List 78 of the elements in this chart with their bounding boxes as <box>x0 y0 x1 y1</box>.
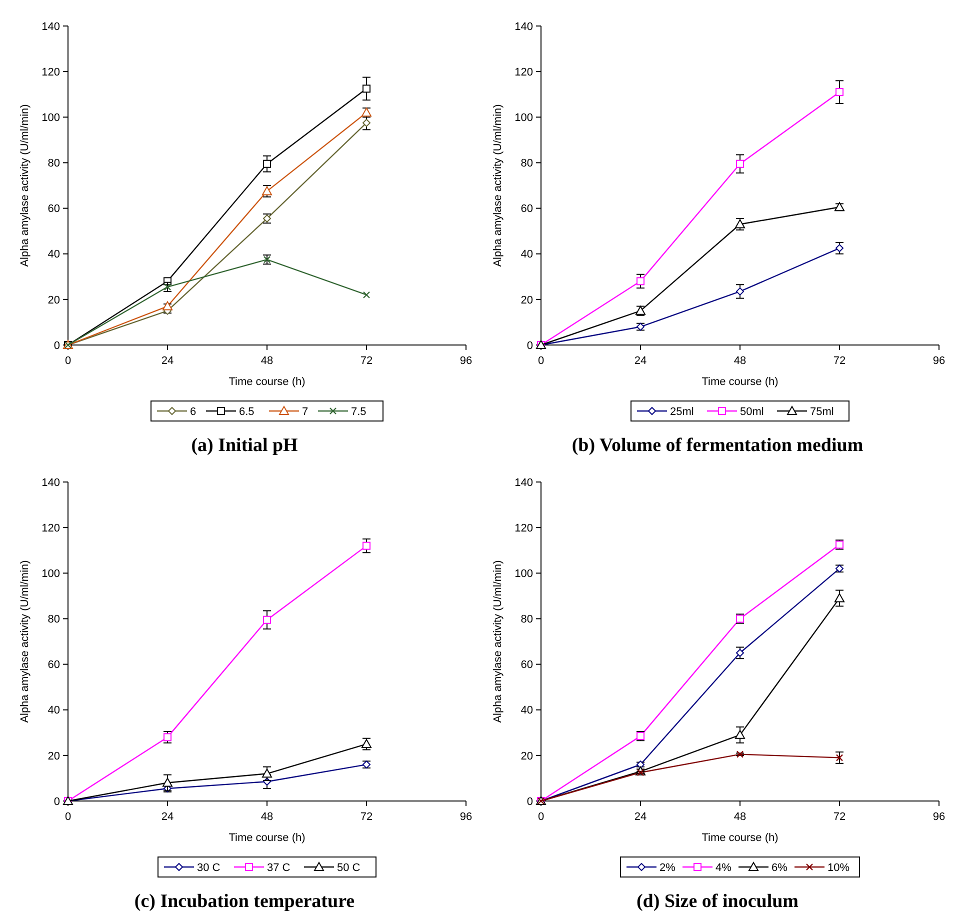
y-tick-label: 20 <box>48 750 60 762</box>
legend-label: 6.5 <box>239 406 254 418</box>
x-tick-label: 0 <box>64 811 72 823</box>
y-tick-label: 80 <box>520 158 533 170</box>
y-tick-label: 20 <box>520 750 533 762</box>
x-tick-label: 0 <box>538 355 544 367</box>
x-axis-title: Time course (h) <box>228 376 306 388</box>
legend-label: 2% <box>660 862 676 874</box>
legend-label: 50ml <box>740 406 764 418</box>
x-axis-title: Time course (h) <box>702 376 778 388</box>
legend-label: 7 <box>302 406 308 418</box>
x-tick-label: 24 <box>634 355 647 367</box>
y-tick-label: 120 <box>514 66 533 78</box>
y-tick-label: 40 <box>48 704 60 717</box>
y-tick-label: 40 <box>520 248 533 261</box>
legend-label: 75ml <box>810 406 834 418</box>
y-tick-label: 120 <box>42 522 60 534</box>
x-axis-title: Time course (h) <box>228 832 306 844</box>
y-axis-title: Alpha amylase activity (U/ml/min) <box>19 104 31 267</box>
y-tick-label: 0 <box>526 796 533 808</box>
x-tick-label: 24 <box>634 811 647 823</box>
y-tick-label: 100 <box>514 568 533 580</box>
x-tick-label: 72 <box>360 811 373 823</box>
y-tick-label: 100 <box>514 112 533 124</box>
y-tick-label: 100 <box>42 568 60 580</box>
x-tick-label: 48 <box>260 811 274 823</box>
y-tick-label: 40 <box>48 248 60 261</box>
y-tick-label: 0 <box>526 340 533 352</box>
x-tick-label: 96 <box>932 355 946 367</box>
y-tick-label: 0 <box>54 340 60 352</box>
y-tick-label: 20 <box>520 294 533 306</box>
x-tick-label: 48 <box>734 811 746 823</box>
y-tick-label: 0 <box>54 796 60 808</box>
text: (a) Initial pH <box>191 435 298 456</box>
x-tick-label: 0 <box>538 811 544 823</box>
legend-label: 7.5 <box>351 406 366 418</box>
y-tick-label: 20 <box>48 294 60 306</box>
legend-label: 25ml <box>670 406 694 418</box>
legend-label: 10% <box>828 862 850 874</box>
legend-label: 37 C <box>267 862 290 874</box>
y-tick-label: 140 <box>42 20 60 33</box>
text: (d) Size of inoculum <box>636 891 799 911</box>
x-tick-label: 72 <box>833 355 846 367</box>
x-axis-title: Time course (h) <box>702 832 778 844</box>
y-tick-label: 40 <box>520 704 533 717</box>
x-tick-label: 96 <box>460 355 472 367</box>
y-tick-label: 60 <box>520 659 533 672</box>
legend-label: 4% <box>716 862 732 874</box>
y-tick-label: 80 <box>520 614 533 626</box>
text: (c) Incubation temperature <box>134 891 355 911</box>
x-tick-label: 72 <box>360 355 373 367</box>
legend-label: 6 <box>190 406 196 418</box>
y-tick-label: 120 <box>514 522 533 534</box>
y-axis-title: Alpha amylase activity (U/ml/min) <box>492 560 504 723</box>
y-axis-title: Alpha amylase activity (U/ml/min) <box>492 104 504 267</box>
x-tick-label: 24 <box>161 811 174 823</box>
x-tick-label: 0 <box>64 355 72 367</box>
y-tick-label: 100 <box>42 112 60 124</box>
y-tick-label: 140 <box>42 476 60 489</box>
y-tick-label: 60 <box>48 203 60 216</box>
x-tick-label: 72 <box>833 811 846 823</box>
y-tick-label: 140 <box>514 476 533 489</box>
legend-label: 6% <box>772 862 788 874</box>
x-tick-label: 48 <box>734 355 746 367</box>
y-tick-label: 60 <box>48 659 60 672</box>
y-tick-label: 60 <box>520 203 533 216</box>
x-tick-label: 96 <box>460 811 472 823</box>
x-tick-label: 48 <box>260 355 274 367</box>
legend-label: 30 C <box>197 862 220 874</box>
y-tick-label: 140 <box>514 20 533 33</box>
x-tick-label: 24 <box>161 355 174 367</box>
legend-label: 50 C <box>337 862 360 874</box>
x-tick-label: 96 <box>932 811 946 823</box>
y-axis-title: Alpha amylase activity (U/ml/min) <box>19 560 31 723</box>
text: (b) Volume of fermentation medium <box>572 435 864 456</box>
y-tick-label: 120 <box>42 66 60 78</box>
y-tick-label: 80 <box>48 614 60 626</box>
y-tick-label: 80 <box>48 158 60 170</box>
